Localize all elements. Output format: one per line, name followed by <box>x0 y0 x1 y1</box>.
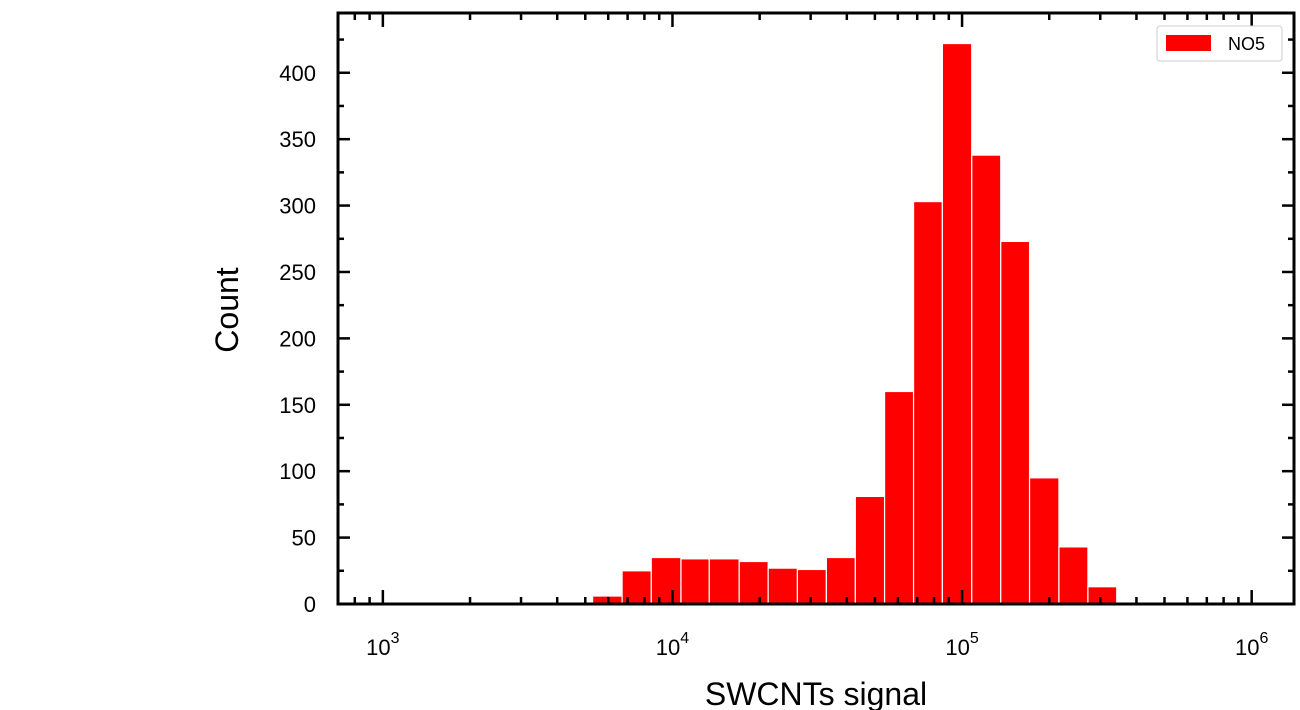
y-tick-label: 250 <box>279 260 316 285</box>
y-tick-label: 100 <box>279 459 316 484</box>
x-tick-label: 105 <box>945 630 978 660</box>
y-tick-label: 300 <box>279 194 316 219</box>
histogram-bar <box>883 390 915 605</box>
plot-frame <box>336 11 1296 606</box>
y-tick-label: 0 <box>304 592 316 617</box>
x-tick-labels: 103 104 105 106 <box>366 630 1268 660</box>
y-tick-label: 50 <box>292 526 316 551</box>
histogram-bar <box>1028 477 1060 605</box>
histogram-bar <box>941 42 973 605</box>
ticks-layer <box>336 13 1294 606</box>
y-tick-labels: 0 50 100 150 200 250 300 350 400 <box>279 61 316 617</box>
x-tick-label: 104 <box>656 630 689 660</box>
y-tick-label: 200 <box>279 326 316 351</box>
histogram-bar <box>650 556 682 605</box>
histogram-bar <box>680 558 710 605</box>
histogram-bar <box>971 154 1002 605</box>
histogram-bar <box>854 495 886 605</box>
legend-swatch <box>1166 35 1211 51</box>
histogram-bar <box>912 200 943 605</box>
x-tick-label: 106 <box>1235 630 1268 660</box>
histogram-bar <box>1000 240 1031 605</box>
legend-label: NO5 <box>1228 34 1265 54</box>
legend-box <box>1156 25 1283 62</box>
y-tick-label: 400 <box>279 61 316 86</box>
x-axis-label: SWCNTs signal <box>705 676 927 710</box>
histogram-bar <box>708 558 740 605</box>
y-tick-label: 350 <box>279 127 316 152</box>
histogram-bar <box>1058 546 1089 605</box>
legend: NO5 <box>1156 25 1283 62</box>
x-tick-label: 103 <box>366 630 399 660</box>
histogram-bar <box>1087 586 1118 605</box>
histogram-bar <box>767 567 798 605</box>
histogram-bar <box>738 560 769 605</box>
y-axis-label: Count <box>209 267 245 353</box>
histogram-bar <box>825 556 856 605</box>
y-tick-label: 150 <box>279 393 316 418</box>
bars-layer <box>592 42 1118 605</box>
